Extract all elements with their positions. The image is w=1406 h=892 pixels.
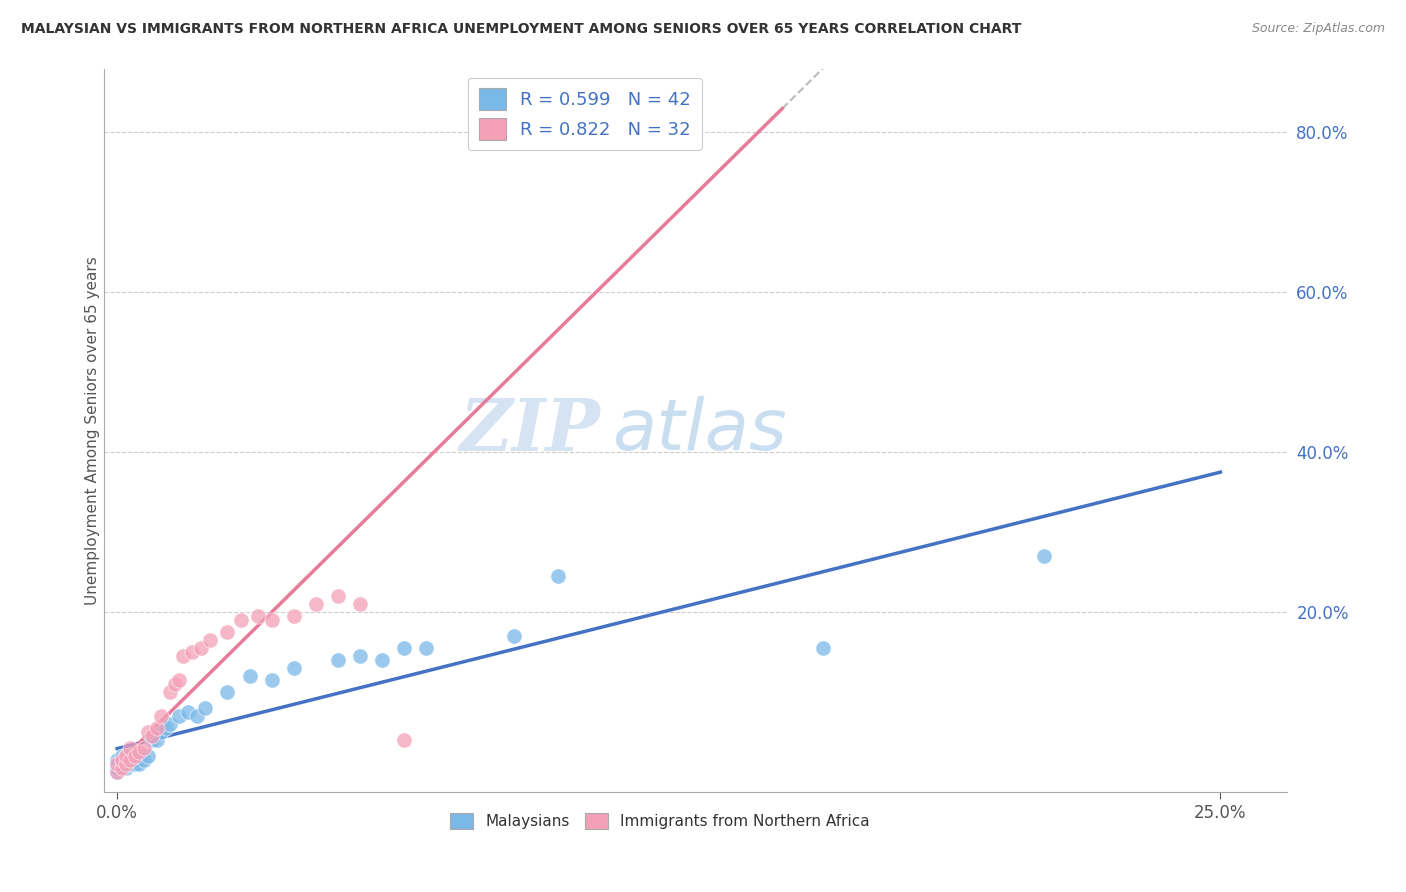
Text: atlas: atlas <box>613 396 787 465</box>
Point <box>172 648 194 663</box>
Point <box>217 685 239 699</box>
Point <box>124 753 146 767</box>
Point <box>217 625 239 640</box>
Point <box>120 753 142 767</box>
Point <box>167 709 190 723</box>
Point <box>105 756 128 771</box>
Point <box>305 597 328 611</box>
Point <box>163 677 186 691</box>
Point <box>186 709 208 723</box>
Point <box>136 749 159 764</box>
Point <box>146 733 169 747</box>
Point <box>547 569 569 583</box>
Point <box>110 749 132 764</box>
Point <box>115 761 138 775</box>
Point <box>167 673 190 687</box>
Point <box>110 761 132 775</box>
Point <box>132 741 155 756</box>
Legend: Malaysians, Immigrants from Northern Africa: Malaysians, Immigrants from Northern Afr… <box>444 806 876 835</box>
Point <box>128 745 150 759</box>
Point <box>155 721 177 735</box>
Point <box>283 661 305 675</box>
Text: MALAYSIAN VS IMMIGRANTS FROM NORTHERN AFRICA UNEMPLOYMENT AMONG SENIORS OVER 65 : MALAYSIAN VS IMMIGRANTS FROM NORTHERN AF… <box>21 22 1022 37</box>
Point <box>503 126 526 140</box>
Point <box>105 764 128 779</box>
Point <box>120 753 142 767</box>
Y-axis label: Unemployment Among Seniors over 65 years: Unemployment Among Seniors over 65 years <box>86 256 100 605</box>
Point <box>141 733 163 747</box>
Point <box>813 641 835 656</box>
Point <box>392 733 415 747</box>
Point <box>415 641 437 656</box>
Point <box>283 609 305 624</box>
Point <box>177 705 200 719</box>
Point <box>128 756 150 771</box>
Text: Source: ZipAtlas.com: Source: ZipAtlas.com <box>1251 22 1385 36</box>
Point <box>115 756 138 771</box>
Point <box>159 685 181 699</box>
Point <box>115 756 138 771</box>
Point <box>115 749 138 764</box>
Point <box>110 756 132 771</box>
Point <box>150 709 173 723</box>
Point <box>105 764 128 779</box>
Point <box>120 749 142 764</box>
Point <box>194 701 217 715</box>
Point <box>120 756 142 771</box>
Point <box>247 609 270 624</box>
Point <box>349 597 371 611</box>
Point <box>150 725 173 739</box>
Point <box>141 729 163 743</box>
Point <box>349 648 371 663</box>
Point <box>124 749 146 764</box>
Point <box>326 589 349 603</box>
Point <box>190 641 212 656</box>
Point <box>326 653 349 667</box>
Point <box>146 721 169 735</box>
Point <box>1032 549 1054 563</box>
Point <box>115 749 138 764</box>
Point <box>229 613 252 627</box>
Point <box>132 753 155 767</box>
Point <box>105 761 128 775</box>
Point <box>105 753 128 767</box>
Point <box>110 753 132 767</box>
Point <box>136 725 159 739</box>
Point <box>110 753 132 767</box>
Point <box>198 633 221 648</box>
Point <box>110 761 132 775</box>
Point <box>260 613 283 627</box>
Text: ZIP: ZIP <box>460 395 600 466</box>
Point <box>181 645 204 659</box>
Point <box>238 669 260 683</box>
Point <box>371 653 394 667</box>
Point <box>159 717 181 731</box>
Point <box>105 756 128 771</box>
Point <box>120 741 142 756</box>
Point <box>503 629 526 643</box>
Point <box>128 749 150 764</box>
Point <box>260 673 283 687</box>
Point <box>392 641 415 656</box>
Point <box>124 756 146 771</box>
